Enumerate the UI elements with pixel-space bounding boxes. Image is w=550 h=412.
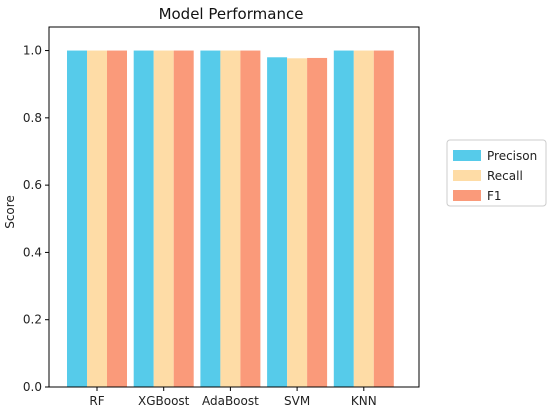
x-tick-label: AdaBoost [202,394,259,408]
y-ticks-group: 0.0 0.2 0.4 0.6 0.8 1.0 [23,44,49,394]
bar-knn-precison [333,50,354,388]
bar-svm-recall [287,58,308,387]
bars-group [67,50,394,388]
x-ticks-group: RF XGBoost AdaBoost SVM KNN [89,387,377,408]
bar-adaboost-precison [200,50,221,388]
bar-xgboost-recall [153,50,174,388]
legend-label-f1: F1 [487,189,502,203]
bar-xgboost-f1 [173,50,194,388]
chart-title: Model Performance [159,5,304,23]
y-tick-label: 0.2 [23,313,42,327]
bar-knn-recall [353,50,374,388]
x-tick-label: RF [89,394,104,408]
y-tick-label: 0.8 [23,111,42,125]
y-axis-label: Score [3,195,17,229]
legend-swatch-recall [453,170,481,181]
bar-rf-f1 [107,50,127,388]
x-tick-label: SVM [284,394,310,408]
y-tick-label: 0.4 [23,245,42,259]
bar-adaboost-recall [220,50,241,388]
bar-rf-precison [67,50,87,388]
legend-swatch-f1 [453,190,481,201]
bar-rf-recall [87,50,107,388]
bar-adaboost-f1 [240,50,261,388]
bar-svm-precison [267,57,288,387]
bar-svm-f1 [307,57,328,387]
legend-label-recall: Recall [487,169,523,183]
legend-swatch-precison [453,150,481,161]
legend: Precison Recall F1 [446,139,547,207]
x-tick-label: XGBoost [138,394,190,408]
y-tick-label: 0.6 [23,178,42,192]
y-tick-label: 1.0 [23,44,42,58]
legend-label-precison: Precison [487,149,537,163]
bar-xgboost-precison [133,50,154,388]
x-tick-label: KNN [351,394,377,408]
y-tick-label: 0.0 [23,380,42,394]
plot-frame [48,26,420,388]
bar-knn-f1 [373,50,394,388]
